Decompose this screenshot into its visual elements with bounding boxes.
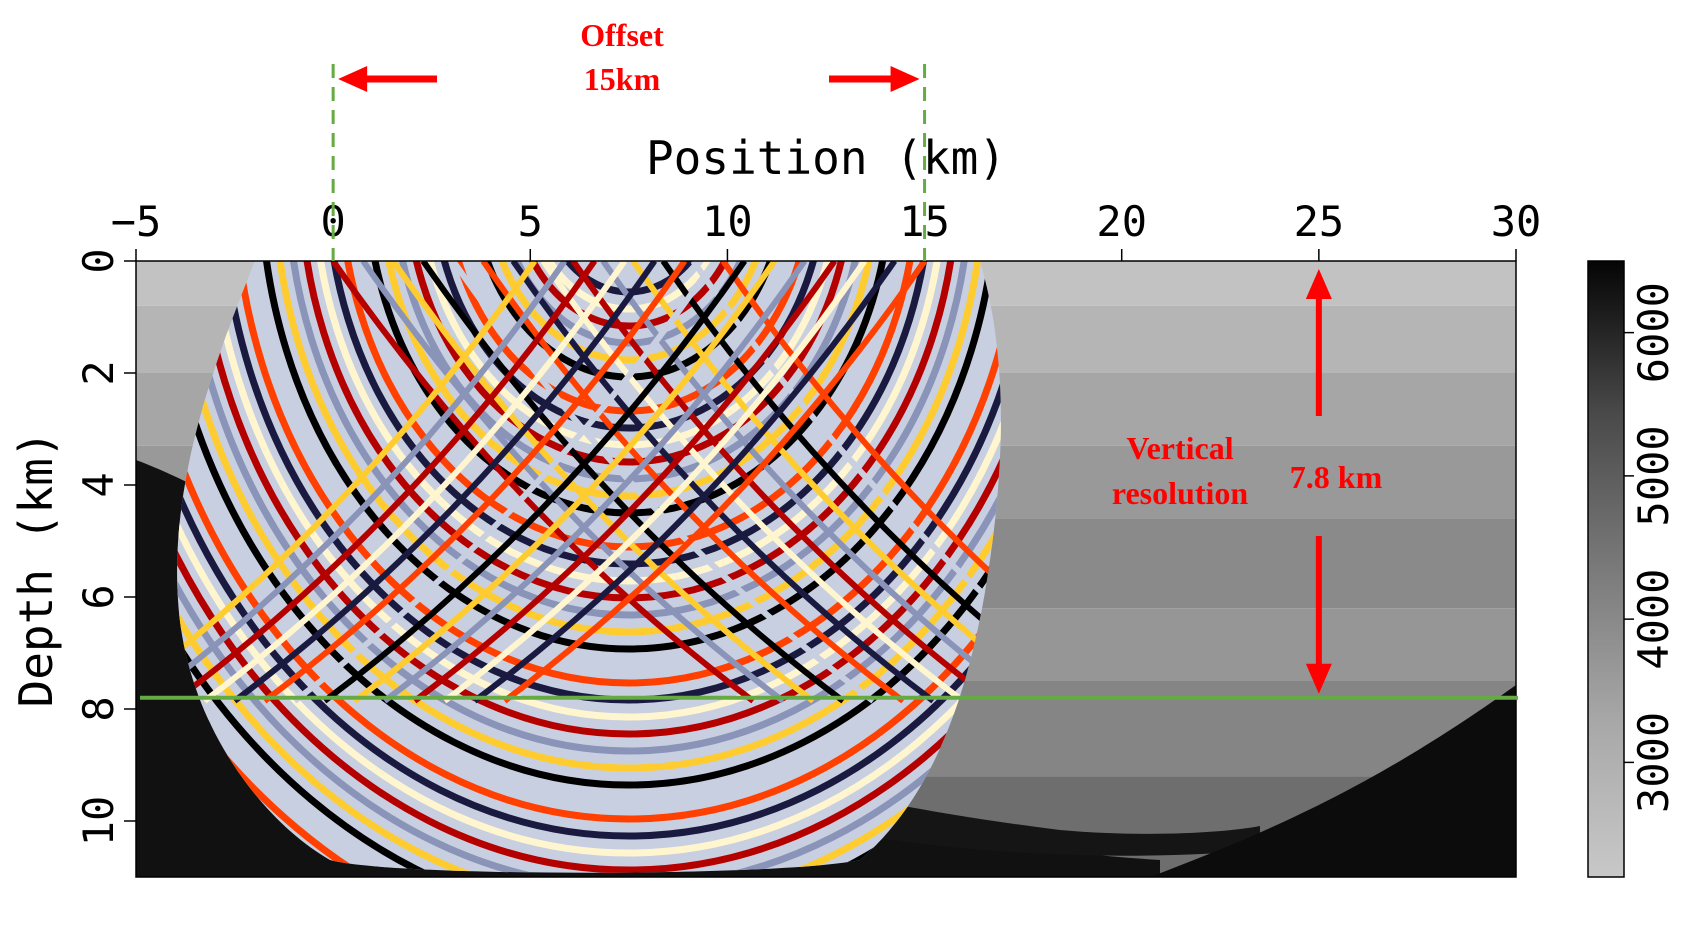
wavefront-band-20 [204, 261, 1001, 721]
colorbar-tick-label-1: 4000 [1629, 569, 1678, 670]
dip-band-right-9 [232, 261, 658, 704]
vertical-resolution-line2: resolution [1112, 475, 1249, 511]
x-tick-label-0: −5 [111, 197, 162, 246]
dip-band-right-8 [262, 261, 688, 704]
y-tick-label-5: 10 [74, 796, 123, 847]
wavefront-band-17 [177, 261, 1001, 772]
dip-band-left-9 [600, 261, 1001, 704]
dark-basement-right [1150, 685, 1516, 877]
wavefront-band-25 [270, 261, 988, 636]
dip-band-right-12 [177, 261, 568, 704]
dip-band-left-0 [330, 261, 755, 704]
wavefront-band-26 [283, 261, 974, 619]
wavefront-band-41 [482, 261, 776, 364]
vertical-resolution-value: 7.8 km [1290, 459, 1383, 495]
wavefront-band-35 [403, 261, 855, 466]
wavefront-band-12 [177, 261, 1001, 857]
offset-label-line1: Offset [580, 17, 664, 53]
colorbar-tick-label-2: 5000 [1629, 425, 1678, 526]
x-tick-label-3: 10 [702, 197, 753, 246]
wavefront-band-42 [495, 261, 762, 347]
x-tick-label-2: 5 [518, 197, 543, 246]
dip-band-left-12 [690, 261, 1001, 704]
wavefront-band-15 [177, 261, 1001, 806]
plot-frame [135, 260, 1517, 878]
colorbar-gradient [1587, 260, 1625, 878]
wavefront-band-11 [177, 261, 1001, 873]
dip-band-left-3 [420, 261, 845, 704]
dip-band-right-10 [202, 261, 628, 704]
wavefront-band-13 [177, 261, 1001, 840]
offset-left-arrowhead [338, 66, 368, 92]
wavefront-band-16 [177, 261, 1001, 789]
y-tick-label-3: 6 [74, 584, 123, 609]
wavefront-band-28 [310, 261, 948, 585]
wavefront-band-14 [177, 261, 1001, 823]
dip-band-left-4 [450, 261, 875, 704]
dip-band-left-2 [390, 261, 815, 704]
x-axis-label: Position (km) [646, 131, 1006, 185]
wavefront-band-29 [323, 261, 935, 568]
vertical-up-arrowhead [1305, 269, 1332, 299]
y-tick-label-1: 2 [74, 360, 123, 385]
vertical-down-arrowhead [1305, 663, 1332, 694]
dip-band-left-11 [660, 261, 1001, 704]
dip-band-right-6 [322, 261, 748, 704]
dip-band-right-11 [177, 261, 598, 704]
wavefront-band-23 [243, 261, 1001, 670]
y-axis-label: Depth (km) [9, 431, 63, 708]
dip-band-right-5 [352, 261, 778, 704]
dip-band-right-4 [382, 261, 808, 704]
wavefront-band-21 [217, 261, 1001, 704]
x-tick-label-7: 30 [1491, 197, 1542, 246]
dip-band-left-7 [540, 261, 965, 704]
wavefront-band-33 [376, 261, 882, 500]
wavefield-overlay [177, 261, 1001, 873]
wavefront-band-43 [509, 261, 749, 330]
y-tick-label-4: 8 [74, 696, 123, 721]
plot-area [136, 261, 1516, 877]
dip-band-right-0 [502, 261, 928, 704]
colorbar: 3000 4000 5000 6000 [1587, 260, 1678, 878]
wavefront-band-19 [190, 261, 1001, 738]
y-axis: 0 2 4 6 8 10 [74, 248, 136, 846]
vertical-resolution-line1: Vertical [1126, 430, 1233, 466]
dip-band-right-1 [472, 261, 898, 704]
dip-band-right-2 [442, 261, 868, 704]
x-tick-label-6: 25 [1294, 197, 1345, 246]
y-tick-label-0: 0 [74, 248, 123, 273]
colorbar-tick-label-3: 6000 [1629, 282, 1678, 383]
wavefront-band-44 [522, 261, 736, 313]
x-axis: −5 0 5 10 15 20 25 30 [111, 197, 1542, 261]
dip-band-left-8 [570, 261, 995, 704]
wavefront-band-24 [257, 261, 1001, 653]
y-tick-label-2: 4 [74, 472, 123, 497]
colorbar-tick-label-0: 3000 [1629, 712, 1678, 813]
wavefront-band-31 [350, 261, 908, 534]
wavefront-band-45 [535, 261, 723, 296]
offset-right-arrowhead [890, 66, 920, 92]
dip-band-left-5 [480, 261, 905, 704]
wavefront-band-22 [230, 261, 1001, 687]
offset-label-line2: 15km [584, 61, 661, 97]
wavefront-band-39 [456, 261, 802, 398]
x-tick-label-5: 20 [1096, 197, 1147, 246]
annotations: Offset 15km Vertical resolution 7.8 km [140, 17, 1518, 700]
dip-band-right-3 [412, 261, 838, 704]
dip-band-left-13 [720, 261, 1001, 704]
wavefront-band-37 [429, 261, 829, 432]
wavefront-band-30 [336, 261, 921, 551]
dip-band-right-7 [292, 261, 718, 704]
wavefront-band-18 [177, 261, 1001, 755]
dip-band-left-1 [360, 261, 785, 704]
dip-band-left-6 [510, 261, 935, 704]
